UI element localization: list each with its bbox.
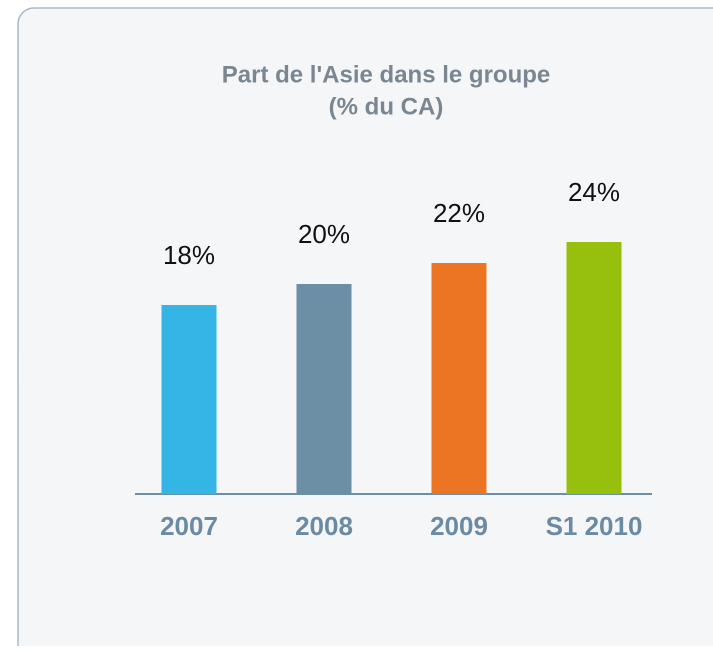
- bar: [161, 305, 217, 494]
- bar: [566, 242, 622, 494]
- chart-title: Part de l'Asie dans le groupe: [222, 61, 550, 88]
- x-tick-label: 2008: [295, 511, 353, 541]
- value-label: 22%: [433, 198, 485, 228]
- x-tick-label: 2009: [430, 511, 488, 541]
- chart-subtitle: (% du CA): [329, 93, 444, 120]
- x-tick-label: S1 2010: [546, 511, 643, 541]
- bar: [431, 263, 487, 494]
- value-label: 24%: [568, 177, 620, 207]
- x-tick-label: 2007: [160, 511, 218, 541]
- value-label: 18%: [163, 240, 215, 270]
- bar: [296, 284, 352, 494]
- value-label: 20%: [298, 219, 350, 249]
